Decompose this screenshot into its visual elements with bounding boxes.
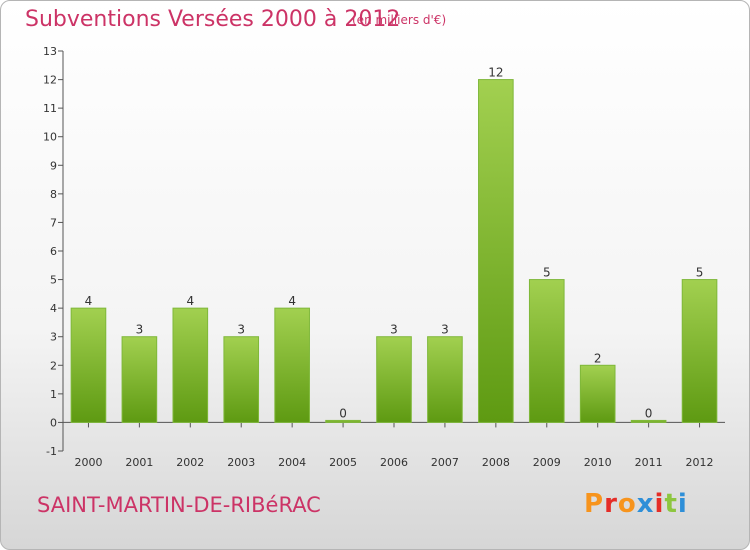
y-tick-label: 3 [50,331,57,344]
x-tick-label: 2008 [482,456,510,469]
y-tick-label: 1 [50,388,57,401]
logo-letter: x [636,489,655,519]
bar[interactable] [274,307,310,423]
y-tick-label: 10 [43,131,57,144]
x-tick-label: 2011 [635,456,663,469]
bar[interactable] [478,79,514,423]
data-label: 4 [288,294,296,308]
data-label: 3 [136,323,144,337]
bar[interactable] [121,336,158,423]
x-tick-label: 2004 [278,456,306,469]
y-tick-label: 2 [50,359,57,372]
data-label: 0 [645,406,653,420]
y-tick-label: 8 [50,188,57,201]
chart-title: Subventions Versées 2000 à 2012 [25,7,401,32]
commune-name: SAINT-MARTIN-DE-RIBéRAC [37,493,321,517]
bar[interactable] [427,336,463,423]
x-tick-label: 2003 [227,456,255,469]
proxiti-logo[interactable]: Proxiti [584,489,688,519]
y-tick-label: 0 [50,416,57,429]
bar[interactable] [630,419,667,423]
y-tick-label: 9 [50,159,57,172]
bar[interactable] [376,336,412,423]
x-axis: 2000 2001 2002 2003 2004 2005 2006 2007 2008 2009… [63,421,725,469]
x-tick-label: 2010 [584,456,612,469]
data-label: 4 [85,294,93,308]
x-tick-label: 2001 [125,456,153,469]
y-tick-label: 11 [43,102,57,115]
logo-letter: r [604,489,618,519]
x-tick-label: 2000 [74,456,102,469]
chart-subtitle: (en milliers d'€) [352,13,447,27]
y-tick-label: 4 [50,302,57,315]
bar[interactable] [172,307,209,423]
logo-letter: i [677,489,688,519]
logo-letter: o [617,489,637,519]
bar[interactable] [223,336,260,423]
data-label: 3 [237,323,245,337]
logo-letter: i [654,489,665,519]
y-tick-label: -1 [46,445,57,458]
x-tick-label: 2012 [686,456,714,469]
y-tick-label: 5 [50,274,57,287]
data-label: 3 [441,323,449,337]
y-tick-label: 12 [43,74,57,87]
bar[interactable] [579,364,616,423]
x-tick-label: 2007 [431,456,459,469]
x-tick-label: 2002 [176,456,204,469]
data-label: 12 [488,66,503,80]
bar[interactable] [528,279,565,423]
data-label: 3 [390,323,398,337]
y-tick-label: 7 [50,216,57,229]
data-label: 2 [594,351,602,365]
x-tick-label: 2006 [380,456,408,469]
x-tick-label: 2005 [329,456,357,469]
bar[interactable] [681,279,718,423]
y-tick-label: 6 [50,245,57,258]
bar[interactable] [70,307,107,423]
logo-letter: P [584,489,605,519]
data-label: 5 [696,266,704,280]
x-tick-label: 2009 [533,456,561,469]
logo-letter: t [664,489,678,519]
data-label: 0 [339,406,347,420]
bars [70,79,718,423]
bar[interactable] [325,419,361,423]
y-tick-label: 13 [43,45,57,58]
data-labels: 4 3 4 3 4 0 3 3 12 5 2 0 5 [85,66,704,421]
data-label: 4 [186,294,194,308]
data-label: 5 [543,266,551,280]
